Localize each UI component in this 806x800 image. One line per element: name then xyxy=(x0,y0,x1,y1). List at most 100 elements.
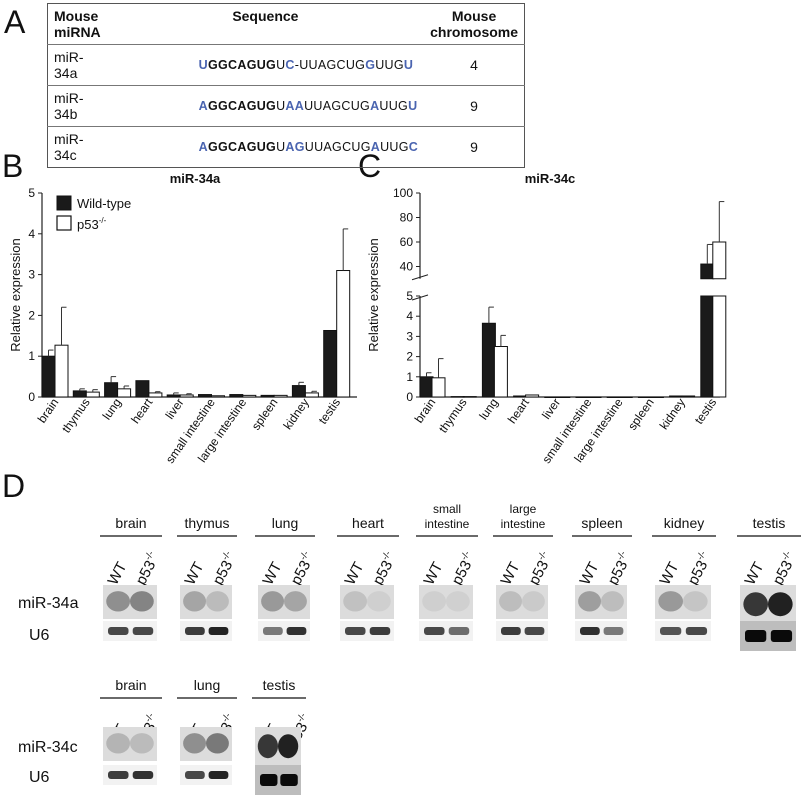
bar-p53 xyxy=(649,396,664,398)
u6-image-r1-4 xyxy=(419,621,473,641)
y-axis-label: Relative expression xyxy=(8,238,23,351)
x-tick-label: spleen xyxy=(249,396,281,433)
u6-image-r2-1 xyxy=(180,765,232,785)
u6-image-r1-0 xyxy=(103,621,157,641)
sequence-table: Mouse miRNA Sequence Mouse chromosome mi… xyxy=(47,3,526,168)
u6-band xyxy=(208,627,229,635)
y-tick-label: 80 xyxy=(400,211,414,225)
sequence-segment: A xyxy=(198,140,208,154)
bar-wt xyxy=(481,322,496,398)
bar-wt xyxy=(104,382,119,398)
x-tick-label: testis xyxy=(692,396,720,427)
bar-p53 xyxy=(211,395,225,398)
blot-band xyxy=(257,734,278,759)
x-tick-label: thymus xyxy=(436,396,470,436)
lane-label-p53: p53-/- xyxy=(208,549,240,588)
blot-image-r1-4 xyxy=(419,585,473,619)
blot-tissue-label: small xyxy=(433,502,461,516)
blot-band xyxy=(367,591,391,612)
x-tick-label: heart xyxy=(505,395,533,426)
lane-label-wt: WT xyxy=(657,559,683,588)
sequence-segment: AA xyxy=(285,99,305,113)
u6-image-r1-3 xyxy=(340,621,394,641)
blot-band xyxy=(130,733,154,754)
y-tick-label: 0 xyxy=(406,390,413,404)
bar-p53 xyxy=(556,396,571,398)
bar-wt xyxy=(323,329,338,398)
sequence-segment: AG xyxy=(285,140,305,154)
bar-p53 xyxy=(587,396,602,398)
u6-band xyxy=(280,774,298,786)
sequence-cell: AGGCAGUGUAAUUAGCUGAUUGU xyxy=(106,85,425,127)
blot-band xyxy=(422,591,446,612)
x-tick-label: heart xyxy=(128,395,156,426)
chart-title: miR-34c xyxy=(525,171,576,186)
y-axis-label: Relative expression xyxy=(366,238,381,351)
u6-band xyxy=(424,627,445,635)
x-tick-label: liver xyxy=(539,396,563,422)
blot-image-r1-3 xyxy=(340,585,394,619)
sequence-cell: UGGCAGUGUC-UUAGCUGGUUGU xyxy=(106,44,425,86)
bar-wt-upper xyxy=(700,263,715,280)
sequence-segment: U xyxy=(276,140,286,154)
blot-band xyxy=(278,734,299,759)
x-tick-label: thymus xyxy=(59,396,93,436)
u6-image-r1-5 xyxy=(496,621,548,641)
u6-band xyxy=(448,627,470,635)
blot-tissue-label: large xyxy=(510,502,537,516)
chart-title: miR-34a xyxy=(170,171,221,186)
bar-p53 xyxy=(304,392,319,398)
sequence-segment: GGCAGUG xyxy=(208,99,277,113)
legend-label-p53: p53-/- xyxy=(77,216,107,232)
u6-image-r1-6 xyxy=(575,621,627,641)
blot-band xyxy=(446,591,470,612)
header-mirna: Mouse miRNA xyxy=(54,8,101,40)
bar-p53 xyxy=(117,388,132,398)
sequence-segment: A xyxy=(198,99,208,113)
blot-image-r1-2 xyxy=(258,585,310,619)
blot-band xyxy=(284,591,307,612)
blot-band xyxy=(343,591,367,612)
lane-label-p53: p53-/- xyxy=(131,549,163,588)
blot-band xyxy=(499,591,522,612)
axis-break-mark xyxy=(411,274,429,281)
y-tick-label: 1 xyxy=(406,370,413,384)
u6-band xyxy=(263,627,283,635)
y-tick-label: 5 xyxy=(28,186,35,200)
u6-band xyxy=(685,627,708,635)
u6-image-r1-7 xyxy=(655,621,711,641)
u6-band xyxy=(185,627,205,635)
blot-band xyxy=(683,591,708,612)
y-tick-label: 5 xyxy=(406,289,413,303)
mirna-name: miR-34c xyxy=(47,126,107,168)
u6-band xyxy=(132,627,154,635)
y-tick-label: 4 xyxy=(406,309,413,323)
u6-band xyxy=(580,627,600,635)
lane-label-wt: WT xyxy=(105,559,131,588)
lane-label-p53: p53-/- xyxy=(683,549,715,588)
bar-p53 xyxy=(493,346,508,398)
u6-band xyxy=(770,630,793,642)
blot-band xyxy=(183,591,206,612)
x-tick-label: kidney xyxy=(657,396,688,432)
sequence-segment: UUAGCUG xyxy=(304,99,371,113)
u6-band xyxy=(745,630,767,642)
panel-label-d: D xyxy=(2,468,26,504)
u6-band xyxy=(524,627,545,635)
u6-band xyxy=(501,627,521,635)
table-row: miR-34c AGGCAGUGUAGUUAGCUGAUUGC 9 xyxy=(47,126,525,168)
lane-label-wt: WT xyxy=(342,559,368,588)
legend-label-wt: Wild-type xyxy=(77,196,131,211)
blot-band xyxy=(601,591,624,612)
bar-wt xyxy=(41,355,56,398)
blot-tissue-label: intestine xyxy=(501,517,546,531)
u6-band xyxy=(132,771,154,779)
chromosome-cell: 9 xyxy=(424,85,525,127)
y-tick-label: 40 xyxy=(400,260,414,274)
sequence-segment: U xyxy=(198,58,208,72)
sequence-segment: U xyxy=(276,99,286,113)
bar-wt xyxy=(72,390,87,398)
sequence-segment: U xyxy=(276,58,286,72)
bar-p53-upper xyxy=(712,241,727,280)
bar-p53 xyxy=(148,392,163,398)
